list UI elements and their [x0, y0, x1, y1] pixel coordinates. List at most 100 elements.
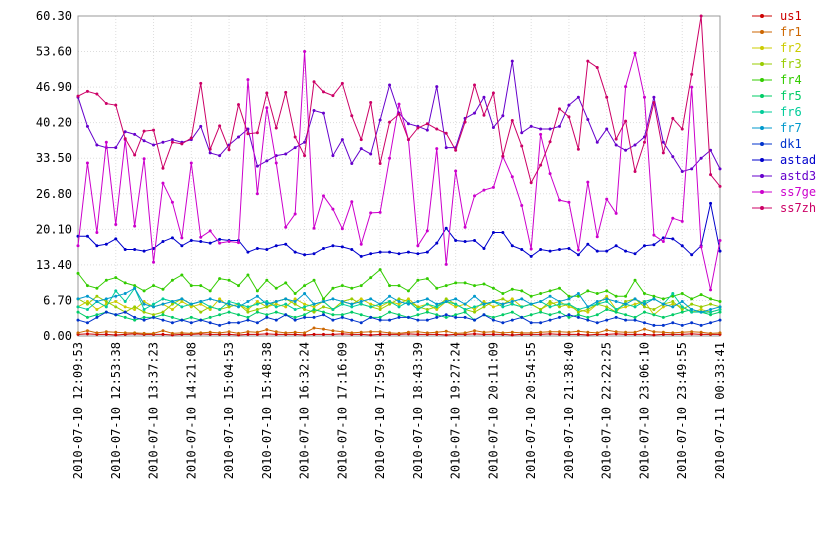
- data-point: [180, 300, 184, 304]
- data-point: [170, 307, 174, 311]
- data-point: [624, 249, 628, 253]
- data-point: [265, 313, 269, 317]
- data-point: [473, 318, 477, 322]
- x-tick-label: 2010-07-11 00:33:41: [713, 342, 727, 479]
- data-point: [567, 246, 571, 250]
- data-point: [142, 249, 146, 253]
- data-point: [218, 154, 222, 158]
- data-point: [435, 241, 439, 245]
- data-point: [76, 94, 80, 98]
- data-point: [76, 310, 80, 314]
- data-point: [680, 305, 684, 309]
- data-point: [633, 302, 637, 306]
- legend-label: astd3: [780, 169, 816, 183]
- data-point: [312, 80, 316, 84]
- data-point: [142, 331, 146, 335]
- data-point: [369, 302, 373, 306]
- data-point: [680, 307, 684, 311]
- data-point: [331, 307, 335, 311]
- data-point: [501, 313, 505, 317]
- data-point: [114, 333, 118, 337]
- data-point: [208, 321, 212, 325]
- data-point: [444, 315, 448, 319]
- data-point: [491, 332, 495, 336]
- data-point: [369, 276, 373, 280]
- data-point: [265, 159, 269, 163]
- data-point: [699, 245, 703, 249]
- data-point: [699, 332, 703, 336]
- data-point: [274, 244, 278, 248]
- data-point: [95, 307, 99, 311]
- data-point: [586, 180, 590, 184]
- data-point: [142, 129, 146, 133]
- data-point: [85, 307, 89, 311]
- data-point: [699, 323, 703, 327]
- data-point: [246, 300, 250, 304]
- data-point: [558, 315, 561, 319]
- data-point: [576, 310, 580, 314]
- data-point: [369, 333, 373, 337]
- legend-swatch: [760, 94, 764, 98]
- data-point: [312, 326, 316, 330]
- data-point: [473, 305, 477, 309]
- y-tick-label: 13.40: [36, 258, 72, 272]
- data-point: [642, 302, 646, 306]
- data-point: [406, 297, 410, 301]
- data-point: [718, 310, 722, 314]
- data-point: [633, 332, 637, 336]
- data-point: [189, 284, 193, 288]
- legend-swatch: [760, 62, 764, 66]
- data-point: [586, 330, 590, 334]
- data-point: [152, 260, 156, 264]
- data-point: [520, 331, 524, 335]
- data-point: [576, 329, 580, 333]
- data-point: [576, 332, 580, 336]
- data-point: [425, 277, 429, 281]
- data-point: [661, 302, 665, 306]
- data-point: [104, 305, 108, 309]
- data-point: [95, 231, 99, 235]
- data-point: [274, 330, 278, 334]
- x-tick-label: 2010-07-10 12:53:38: [109, 342, 123, 479]
- legend-label: fr3: [780, 57, 802, 71]
- data-point: [218, 331, 222, 335]
- data-point: [340, 330, 344, 334]
- data-point: [652, 313, 656, 317]
- data-point: [265, 305, 269, 309]
- data-point: [633, 330, 637, 334]
- data-point: [529, 294, 533, 298]
- data-point: [123, 331, 127, 335]
- data-point: [161, 329, 165, 333]
- data-point: [454, 313, 458, 317]
- data-point: [85, 329, 89, 333]
- data-point: [491, 185, 495, 189]
- data-point: [567, 330, 571, 334]
- data-point: [180, 305, 184, 309]
- data-point: [605, 197, 609, 201]
- data-point: [435, 307, 439, 311]
- data-point: [133, 305, 137, 309]
- data-point: [321, 246, 325, 250]
- data-point: [558, 302, 561, 306]
- data-point: [227, 330, 231, 334]
- data-point: [425, 250, 429, 254]
- data-point: [180, 318, 184, 322]
- data-point: [567, 315, 571, 319]
- data-point: [520, 289, 524, 293]
- data-point: [416, 330, 420, 334]
- data-point: [321, 300, 325, 304]
- data-point: [237, 331, 240, 335]
- data-point: [104, 242, 108, 246]
- data-point: [161, 287, 165, 291]
- data-point: [558, 124, 561, 128]
- data-point: [180, 236, 184, 240]
- data-point: [491, 305, 495, 309]
- data-point: [463, 302, 467, 306]
- data-point: [652, 333, 656, 337]
- data-point: [303, 284, 307, 288]
- data-point: [170, 138, 174, 142]
- data-point: [95, 143, 99, 147]
- data-point: [718, 331, 722, 335]
- data-point: [473, 332, 477, 336]
- data-point: [558, 107, 561, 111]
